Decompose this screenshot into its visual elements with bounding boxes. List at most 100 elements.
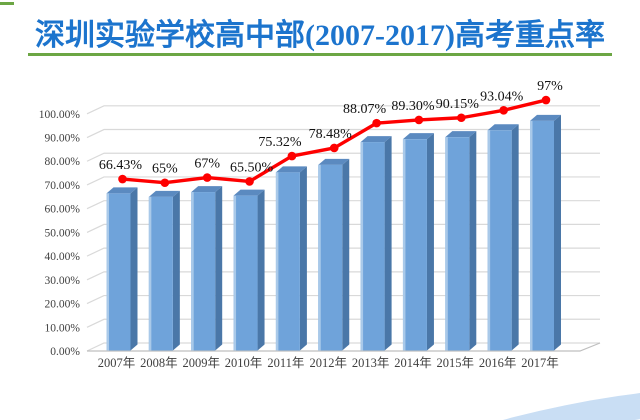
x-axis-tick-label: 2015年 <box>437 356 475 370</box>
gridline <box>86 223 600 233</box>
x-axis-tick-label: 2012年 <box>309 356 347 370</box>
gridline <box>86 318 600 328</box>
data-label: 90.15% <box>436 97 480 112</box>
bar-left-highlight <box>106 193 109 351</box>
line-marker <box>329 143 339 153</box>
x-axis-tick-label: 2009年 <box>182 356 220 370</box>
x-axis-tick-label: 2007年 <box>98 356 136 370</box>
slide-title: 深圳实验学校高中部(2007-2017)高考重点率 <box>35 19 605 52</box>
bar-top-face <box>233 189 265 196</box>
y-axis-tick-label: 30.00% <box>45 275 81 287</box>
data-label: 75.32% <box>258 135 302 150</box>
bar-side-face <box>257 189 265 351</box>
bar-side-face <box>172 190 180 351</box>
y-axis-tick-label: 80.00% <box>45 156 81 168</box>
bar-top-face <box>318 158 350 165</box>
line-marker <box>372 118 381 128</box>
data-label: 88.07% <box>343 102 387 117</box>
bar-top-face <box>487 124 519 131</box>
bar-left-highlight <box>402 139 406 351</box>
line-marker <box>541 95 551 105</box>
line-marker <box>118 174 127 184</box>
x-axis-tick-label: 2013年 <box>352 356 390 370</box>
bar-side-face <box>342 158 350 351</box>
y-axis-tick-label: 70.00% <box>45 180 81 192</box>
data-label: 65% <box>152 162 178 177</box>
bar-top-face <box>445 131 477 138</box>
data-label: 93.04% <box>480 89 524 104</box>
gridline <box>86 128 600 139</box>
floor-edge <box>87 342 601 352</box>
gridline <box>86 294 600 305</box>
y-axis-tick-label: 60.00% <box>45 204 81 216</box>
bar-left-highlight <box>445 137 448 351</box>
bar-left-highlight <box>148 196 152 351</box>
data-label: 97% <box>537 79 563 94</box>
line-marker <box>287 151 297 161</box>
gridline <box>86 105 600 115</box>
x-axis-tick-label: 2011年 <box>267 356 304 370</box>
bar-side-face <box>426 133 434 351</box>
gridline <box>86 152 600 162</box>
bar-top-face <box>275 166 307 173</box>
bar-left-highlight <box>360 142 364 351</box>
data-label: 67% <box>194 157 220 172</box>
x-axis-tick-label: 2016年 <box>479 356 517 370</box>
bar-left-highlight <box>233 195 237 351</box>
line-marker <box>245 177 254 186</box>
gridline <box>86 271 600 281</box>
bar <box>148 196 173 351</box>
title-underline <box>28 53 612 56</box>
bar-side-face <box>511 124 519 351</box>
data-label: 65.50% <box>230 160 274 175</box>
corner-accent-dash <box>0 2 14 5</box>
line-marker <box>499 105 508 115</box>
bar <box>530 120 554 351</box>
bar-left-highlight <box>191 192 194 351</box>
bar <box>318 164 343 351</box>
bar-top-face <box>106 187 138 194</box>
gridline <box>86 200 600 210</box>
x-axis-tick-label: 2017年 <box>521 356 559 370</box>
x-axis-tick-label: 2010年 <box>225 356 263 370</box>
bar <box>445 137 470 351</box>
line-marker <box>457 113 466 123</box>
bar <box>275 172 300 351</box>
line-marker <box>160 178 170 188</box>
gridline <box>86 342 600 352</box>
y-axis-tick-label: 40.00% <box>45 251 81 263</box>
y-axis-tick-label: 90.00% <box>45 133 81 145</box>
bar-side-face <box>469 131 477 351</box>
bar-side-face <box>554 114 561 351</box>
bar-left-highlight <box>487 130 491 351</box>
y-axis-tick-label: 20.00% <box>45 299 81 311</box>
gridline <box>86 247 600 257</box>
bar-top-face <box>148 190 180 197</box>
bar-side-face <box>130 187 138 351</box>
data-label: 78.48% <box>309 127 353 142</box>
x-axis-tick-label: 2014年 <box>394 356 432 370</box>
x-axis-tick-label: 2008年 <box>140 356 178 370</box>
bar-side-face <box>384 136 392 351</box>
bar-left-highlight <box>318 164 321 351</box>
bar-top-face <box>530 114 561 121</box>
bar <box>402 139 427 351</box>
y-axis-tick-label: 10.00% <box>45 322 81 334</box>
bar-side-face <box>299 166 307 351</box>
bar-left-highlight <box>530 120 533 351</box>
y-axis-tick-label: 100.00% <box>39 109 81 121</box>
bar-left-highlight <box>275 172 279 351</box>
bar <box>233 195 258 351</box>
data-label: 89.30% <box>391 99 435 114</box>
bar <box>487 130 512 351</box>
y-axis-tick-label: 50.00% <box>45 227 81 239</box>
bar-top-face <box>402 133 434 140</box>
data-label: 66.43% <box>99 158 143 173</box>
line-marker <box>202 173 212 182</box>
line-marker <box>414 115 424 125</box>
bar <box>191 192 216 351</box>
bar <box>360 142 385 351</box>
bar-side-face <box>215 186 223 351</box>
bar <box>106 193 131 351</box>
